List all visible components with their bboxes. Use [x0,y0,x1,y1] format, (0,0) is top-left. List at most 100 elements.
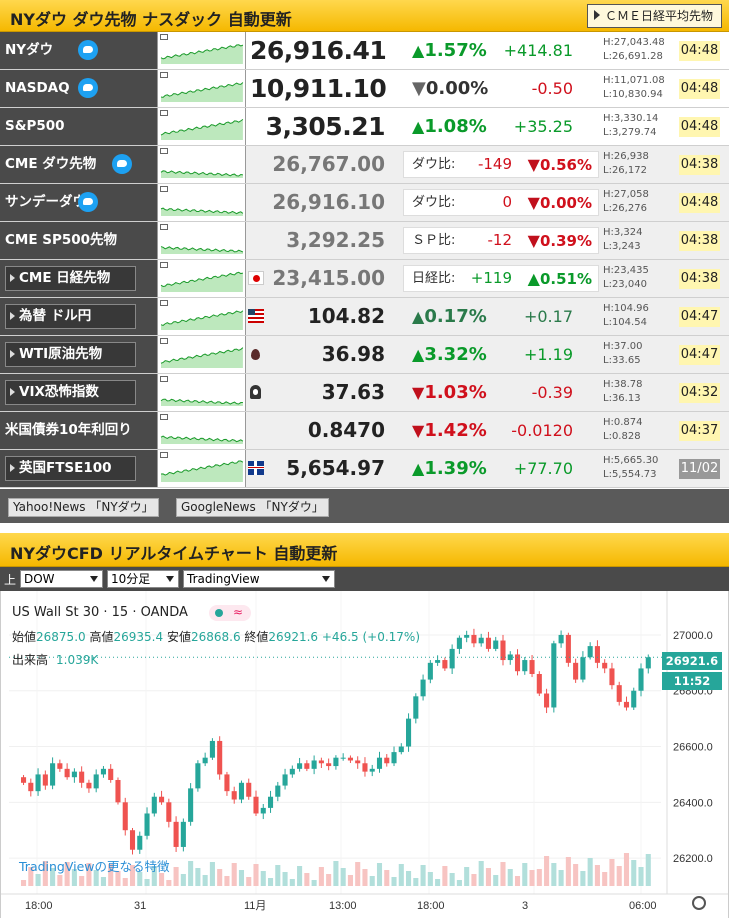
sparkline-line [160,435,244,443]
volume-bar [464,867,470,886]
mini-chart[interactable] [157,146,246,183]
volume-bar [209,862,215,886]
x-tick-label: 06:00 [629,900,657,912]
candle-body [57,763,63,769]
volume-bar [282,872,288,886]
high-low: H:0.874 L:0.828 [603,416,683,444]
tradingview-features-link[interactable]: TradingViewの更なる特徴 [19,859,170,874]
expand-icon[interactable] [160,34,168,40]
instrument-name[interactable]: 英国FTSE100 [0,450,157,487]
instrument-name[interactable]: 米国債券10年利回り [0,412,157,449]
google-news-link[interactable]: GoogleNews 「NYダウ」 [176,498,329,517]
comparison-pct-value: 0.00% [539,194,592,212]
instrument-button[interactable]: CME 日経先物 [5,266,136,291]
candle-body [449,648,455,669]
tradingview-chart[interactable]: 27000.0 26800.0 26600.0 26400.0 26200.0 18:00… [0,591,729,918]
candle-body [500,640,506,661]
instrument-name[interactable]: VIX恐怖指数 [0,374,157,411]
mini-chart[interactable] [157,336,246,373]
low-value: L:5,554.73 [603,469,657,480]
change-pct: ▲1.57% [412,32,487,69]
instrument-name[interactable]: WTI原油先物 [0,336,157,373]
instrument-name[interactable]: CME 日経先物 [0,260,157,297]
comparison-value: -149 [477,155,512,173]
volume-bar [224,876,230,886]
expand-icon[interactable] [160,110,168,116]
instrument-name[interactable]: CME ダウ先物 [0,146,157,183]
expand-icon[interactable] [160,338,168,344]
volume-bar [565,857,571,886]
expand-icon[interactable] [160,186,168,192]
candle-body [209,740,215,758]
expand-icon[interactable] [160,300,168,306]
volume-bar [304,873,310,886]
instrument-name[interactable]: 為替 ドル円 [0,298,157,335]
twitter-icon[interactable] [78,40,98,60]
instrument-label: 英国FTSE100 [19,460,112,476]
volume-bar [297,866,303,886]
mini-chart[interactable] [157,374,246,411]
mini-chart[interactable] [157,222,246,259]
volume-bar [246,877,252,886]
expand-icon[interactable] [160,376,168,382]
candlestick-chart[interactable]: 27000.026800.026600.026400.026200.018:00… [1,591,728,918]
expand-icon[interactable] [160,414,168,420]
twitter-icon[interactable] [78,78,98,98]
triangle-right-icon [10,464,15,472]
high-value: H:37.00 [603,341,643,352]
mini-chart[interactable] [157,108,246,145]
volume-bar [427,872,433,886]
sparkline-line [160,44,244,60]
instrument-name[interactable]: NYダウ [0,32,157,69]
instrument-label: CME SP500先物 [5,232,118,248]
instrument-button[interactable]: WTI原油先物 [5,342,136,367]
twitter-icon[interactable] [78,192,98,212]
expand-icon[interactable] [160,452,168,458]
instrument-button[interactable]: VIX恐怖指数 [5,380,136,405]
volume-bar [311,880,317,886]
low-value: L:26,172 [603,165,647,176]
instrument-button[interactable]: 為替 ドル円 [5,304,136,329]
candle-body [159,796,165,803]
interval-select[interactable]: 10分足 [107,570,179,588]
price-value: 23,415.00 [272,266,385,290]
expand-icon[interactable] [160,224,168,230]
cme-nikkei-button[interactable]: ＣＭＥ日経平均先物 [586,4,722,28]
candle-body [340,757,346,759]
triangle-right-icon [593,10,600,20]
mini-chart[interactable] [157,70,246,107]
mini-chart[interactable] [157,412,246,449]
mini-chart-svg [160,207,244,216]
mini-chart[interactable] [157,298,246,335]
volume-bar [362,869,368,886]
change-pct-value: 1.57% [424,40,487,61]
twitter-icon[interactable] [112,154,132,174]
candle-body [238,782,245,800]
expand-icon[interactable] [160,72,168,78]
close-value: 26921.6 [268,630,319,644]
gear-icon[interactable] [692,896,706,910]
mini-chart[interactable] [157,450,246,487]
yahoo-news-link[interactable]: Yahoo!News 「NYダウ」 [8,498,159,517]
provider-select[interactable]: TradingView [183,570,335,588]
candle-body [413,696,419,719]
candle-body [151,796,157,814]
y-tick-label: 26600.0 [673,742,713,754]
expand-icon[interactable] [160,148,168,154]
mini-chart[interactable] [157,32,246,69]
candle-body [362,763,368,772]
change-pct: ▲1.08% [412,108,487,145]
instrument-name[interactable]: CME SP500先物 [0,222,157,259]
symbol-select[interactable]: DOW [20,570,103,588]
candle-body [35,774,41,792]
volume-bar [609,859,615,886]
volume-bar [217,869,223,886]
expand-icon[interactable] [160,262,168,268]
mini-chart[interactable] [157,260,246,297]
volume-bar [137,872,143,886]
mini-chart[interactable] [157,184,246,221]
instrument-name[interactable]: S&P500 [0,108,157,145]
quote-row: NASDAQ 10,911.10 ▼0.00% -0.50 H:11,071.08 L:1… [0,70,729,108]
volume-bar [406,871,412,886]
instrument-button[interactable]: 英国FTSE100 [5,456,136,481]
